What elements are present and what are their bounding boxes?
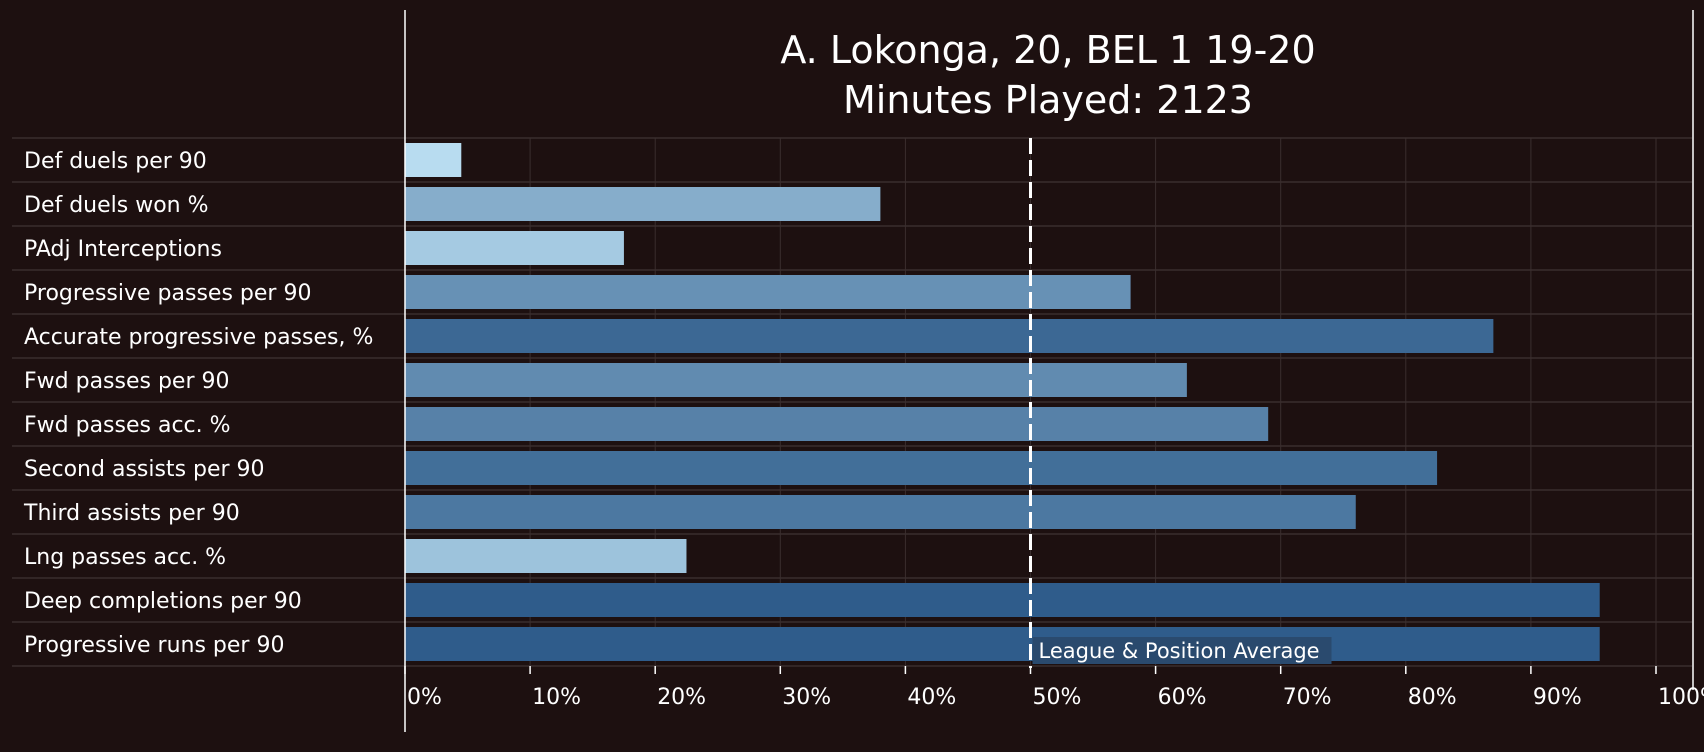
category-label: Fwd passes per 90 — [24, 369, 230, 394]
category-label: Second assists per 90 — [24, 457, 265, 482]
bar — [405, 363, 1187, 397]
category-labels: Def duels per 90 Def duels won % PAdj Inte… — [23, 149, 373, 658]
bar — [405, 451, 1438, 485]
x-tick-label: 90% — [1533, 685, 1582, 710]
x-tick-label: 80% — [1408, 685, 1457, 710]
category-label: Third assists per 90 — [23, 501, 240, 526]
category-label: Fwd passes acc. % — [24, 413, 231, 438]
grid-lines — [12, 137, 1692, 667]
x-tick-label: 50% — [1033, 685, 1082, 710]
x-tick-label: 100% — [1658, 685, 1704, 710]
x-tick-labels: 0% 10% 20% 30% 40% 50% 60% 70% 80% 90% 100% — [404, 666, 1704, 710]
x-tick-label: 30% — [782, 685, 831, 710]
category-label: Deep completions per 90 — [24, 589, 302, 614]
chart-title: A. Lokonga, 20, BEL 1 19-20 — [780, 28, 1315, 72]
bar — [405, 495, 1356, 529]
category-label: Accurate progressive passes, % — [24, 325, 373, 350]
bar — [405, 143, 462, 177]
bar — [405, 319, 1494, 353]
bar — [405, 231, 624, 265]
x-tick-label: 60% — [1158, 685, 1207, 710]
x-tick-label: 40% — [907, 685, 956, 710]
bars — [405, 143, 1600, 661]
category-label: Progressive runs per 90 — [24, 633, 284, 658]
reference-label: League & Position Average — [1039, 639, 1320, 663]
reference-label-background — [1032, 637, 1332, 664]
x-tick-label: 20% — [657, 685, 706, 710]
bar — [405, 627, 1600, 661]
category-label: Lng passes acc. % — [24, 545, 226, 570]
bar — [405, 539, 687, 573]
chart-subtitle: Minutes Played: 2123 — [843, 78, 1253, 122]
category-label: Progressive passes per 90 — [24, 281, 311, 306]
category-label: Def duels won % — [24, 193, 209, 218]
reference-line-group: League & Position Average — [1029, 138, 1332, 668]
bar — [405, 275, 1131, 309]
x-tick-label: 10% — [532, 685, 581, 710]
category-label: PAdj Interceptions — [24, 237, 222, 262]
x-tick-label: 70% — [1283, 685, 1332, 710]
bar — [405, 583, 1600, 617]
category-label: Def duels per 90 — [24, 149, 207, 174]
bar — [405, 187, 881, 221]
bar — [405, 407, 1269, 441]
x-tick-label: 0% — [407, 685, 442, 710]
axes — [404, 10, 1694, 732]
